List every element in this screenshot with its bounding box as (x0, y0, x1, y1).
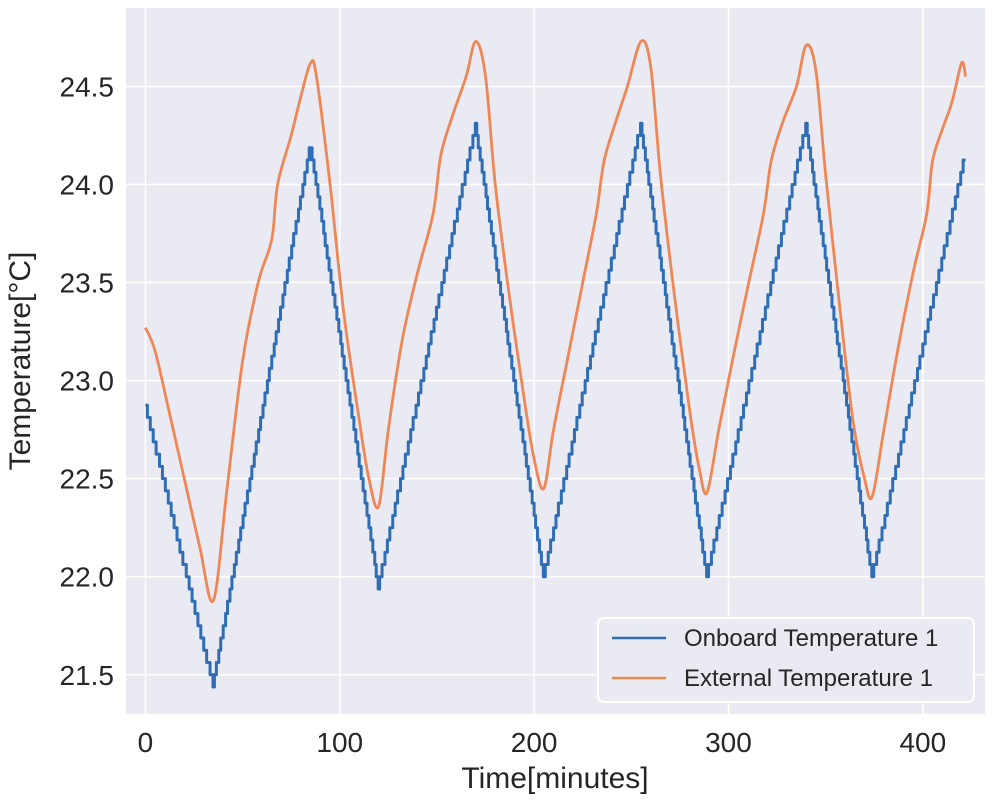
y-tick-label: 22.0 (60, 562, 115, 593)
series-layer (144, 39, 967, 689)
y-tick-label: 24.5 (60, 71, 115, 102)
x-tick-labels: 0 100 200 300 400 (138, 727, 947, 758)
y-tick-label: 21.5 (60, 660, 115, 691)
y-tick-label: 22.5 (60, 464, 115, 495)
y-tick-label: 24.0 (60, 170, 115, 201)
y-tick-labels: 21.5 22.0 22.5 23.0 23.5 24.0 24.5 (60, 71, 115, 690)
y-tick-label: 23.5 (60, 268, 115, 299)
y-axis-label: Temperature[°C] (4, 252, 37, 471)
x-axis-label: Time[minutes] (461, 762, 648, 795)
x-tick-label: 200 (511, 727, 558, 758)
y-tick-label: 23.0 (60, 366, 115, 397)
external-temperature-line (144, 39, 967, 604)
x-tick-label: 300 (705, 727, 752, 758)
x-tick-label: 400 (899, 727, 946, 758)
plot-area (126, 8, 985, 714)
x-tick-label: 0 (138, 727, 154, 758)
legend: Onboard Temperature 1 External Temperatu… (597, 617, 975, 703)
onboard-temperature-line (145, 121, 966, 689)
legend-label-onboard: Onboard Temperature 1 (684, 625, 938, 652)
legend-box (597, 617, 975, 703)
legend-label-external: External Temperature 1 (684, 665, 933, 692)
x-tick-label: 100 (316, 727, 363, 758)
